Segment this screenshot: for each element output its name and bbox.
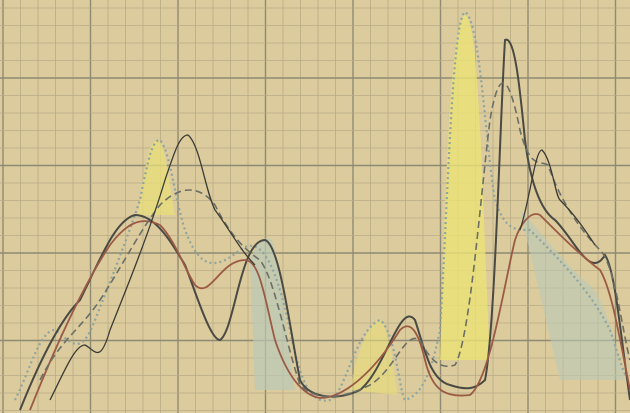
graph-paper-photo xyxy=(0,0,630,413)
page: (() => { const svg = document.getElement… xyxy=(0,0,630,413)
